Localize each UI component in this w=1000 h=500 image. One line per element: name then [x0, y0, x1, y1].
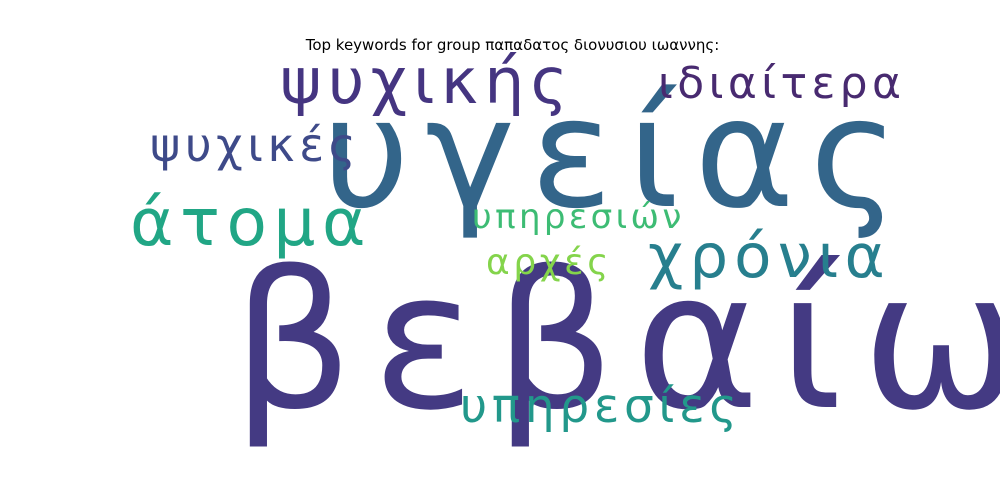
keyword-9: αρχές — [486, 242, 612, 283]
keyword-3: ψυχικής — [280, 45, 574, 118]
figure-title: Top keywords for group παπαδατος διονυσι… — [305, 36, 720, 54]
keyword-7: υπηρεσιών — [472, 197, 685, 237]
keyword-4: ιδιαίτερα — [658, 58, 906, 109]
keyword-5: ψυχικές — [150, 118, 361, 172]
keyword-10: υπηρεσίες — [460, 379, 742, 434]
keyword-2: βεβαίως — [232, 231, 1000, 452]
keyword-6: άτομα — [130, 184, 373, 261]
keyword-1: υγείας — [322, 65, 915, 242]
keyword-8: χρόνια — [648, 221, 891, 292]
